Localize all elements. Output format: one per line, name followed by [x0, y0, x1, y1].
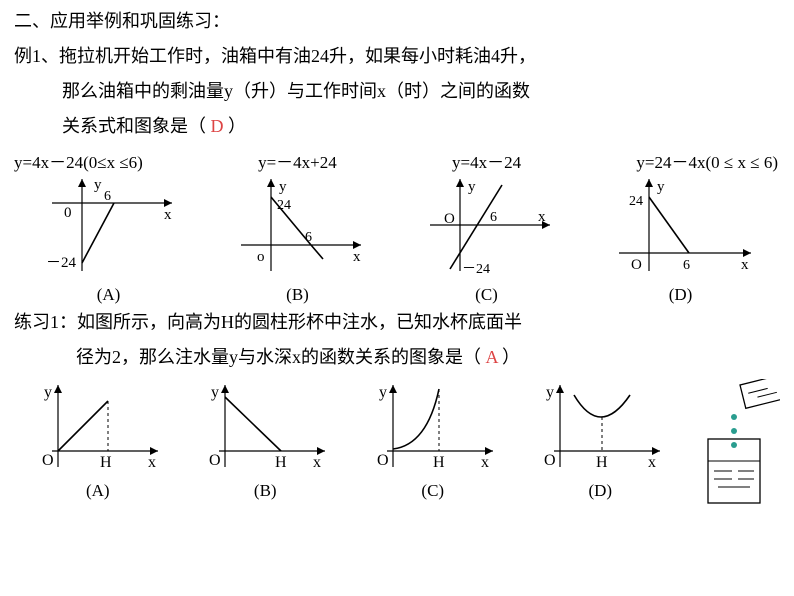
pr1-graph-A: y O H x (A)	[28, 379, 168, 501]
axis-O: O	[209, 452, 221, 469]
graph-D-svg: y 24 O 6 x	[601, 173, 761, 278]
axis-H: H	[596, 454, 608, 471]
pr1-line2-post: ）	[502, 347, 520, 367]
pr1-graph-C-svg: y O H x	[363, 379, 503, 474]
pr1-graph-A-svg: y O H x	[28, 379, 168, 474]
label-B: (B)	[223, 285, 373, 305]
ex1-answer: D	[211, 116, 224, 136]
axis-6: 6	[683, 258, 690, 273]
ex1-line2: 那么油箱中的剩油量y（升）与工作时间x（时）之间的函数	[14, 78, 780, 105]
ex1-line3-pre: 关系式和图象是（	[62, 116, 206, 136]
axis-6: 6	[305, 230, 312, 245]
axis-0: 0	[64, 205, 72, 221]
axis-y: y	[468, 179, 476, 195]
axis-O: O	[444, 211, 455, 227]
axis-O: O	[377, 452, 389, 469]
formula-C: y=4x－24	[452, 148, 521, 173]
axis-y: y	[44, 384, 52, 401]
pr1-graph-B-svg: y O H x	[195, 379, 335, 474]
axis-H: H	[275, 454, 287, 471]
formula-D: y=24－4x(0 ≤ x ≤ 6)	[636, 148, 778, 173]
pr1-answer: A	[486, 347, 498, 367]
ex1-line1: 例1、拖拉机开始工作时，油箱中有油24升，如果每小时耗油4升，	[14, 43, 780, 70]
formula-A: y=4x－24(0≤x ≤6)	[14, 148, 143, 173]
graph-A-svg: y 6 x 0 －24	[34, 173, 184, 278]
formula-B: y=－4x+24	[258, 148, 337, 173]
pr1-graphs-row: y O H x (A) y O H x (B)	[14, 379, 684, 501]
axis-H: H	[100, 454, 112, 471]
axis-O: O	[631, 257, 642, 273]
label-C: (C)	[412, 285, 562, 305]
graph-A: y 6 x 0 －24 (A)	[34, 173, 184, 305]
pr1-label-C: (C)	[363, 481, 503, 501]
axis-neg24: －24	[462, 262, 490, 277]
graph-D: y 24 O 6 x (D)	[601, 173, 761, 305]
cup-svg	[690, 379, 780, 509]
cup-illustration	[690, 379, 780, 509]
axis-y: y	[279, 179, 287, 195]
pr1-line1: 练习1：如图所示，向高为H的圆柱形杯中注水，已知水杯底面半	[14, 309, 780, 336]
axis-y: y	[657, 179, 665, 195]
pr1-label-D: (D)	[530, 481, 670, 501]
axis-x: x	[313, 454, 321, 471]
pr1-line2-pre: 径为2，那么注水量y与水深x的函数关系的图象是（	[76, 347, 481, 367]
ex1-line3: 关系式和图象是（ D ）	[14, 113, 780, 140]
pr1-label-B: (B)	[195, 481, 335, 501]
axis-H: H	[433, 454, 445, 471]
pr1-line2: 径为2，那么注水量y与水深x的函数关系的图象是（ A ）	[14, 344, 780, 371]
label-D: (D)	[601, 285, 761, 305]
label-A: (A)	[34, 285, 184, 305]
section-heading: 二、应用举例和巩固练习：	[14, 8, 780, 35]
axis-x: x	[164, 207, 172, 223]
axis-24: 24	[277, 198, 291, 213]
graph-C: y O 6 x －24 (C)	[412, 173, 562, 305]
ex1-formulas-row: y=4x－24(0≤x ≤6) y=－4x+24 y=4x－24 y=24－4x…	[14, 148, 780, 173]
axis-O: O	[544, 452, 556, 469]
pr1-label-A: (A)	[28, 481, 168, 501]
axis-x: x	[648, 454, 656, 471]
axis-x: x	[148, 454, 156, 471]
axis-24: 24	[629, 194, 643, 209]
axis-y: y	[211, 384, 219, 401]
pr1-graph-D: y O H x (D)	[530, 379, 670, 501]
axis-o: o	[257, 249, 265, 265]
graph-B-svg: y 24 6 o x	[223, 173, 373, 278]
axis-O: O	[42, 452, 54, 469]
graph-C-svg: y O 6 x －24	[412, 173, 562, 278]
axis-x: x	[481, 454, 489, 471]
axis-x: x	[538, 209, 546, 225]
pr1-graph-C: y O H x (C)	[363, 379, 503, 501]
axis-x: x	[741, 257, 749, 273]
axis-y: y	[94, 177, 102, 193]
axis-neg24: －24	[46, 255, 77, 271]
ex1-graphs-row: y 6 x 0 －24 (A) y 24 6 o x (B)	[14, 173, 780, 305]
axis-y: y	[546, 384, 554, 401]
axis-6: 6	[490, 210, 497, 225]
axis-x: x	[353, 249, 361, 265]
axis-6: 6	[104, 189, 111, 204]
pr1-graph-D-svg: y O H x	[530, 379, 670, 474]
ex1-line3-post: ）	[228, 116, 246, 136]
graph-B: y 24 6 o x (B)	[223, 173, 373, 305]
pr1-graph-B: y O H x (B)	[195, 379, 335, 501]
axis-y: y	[379, 384, 387, 401]
